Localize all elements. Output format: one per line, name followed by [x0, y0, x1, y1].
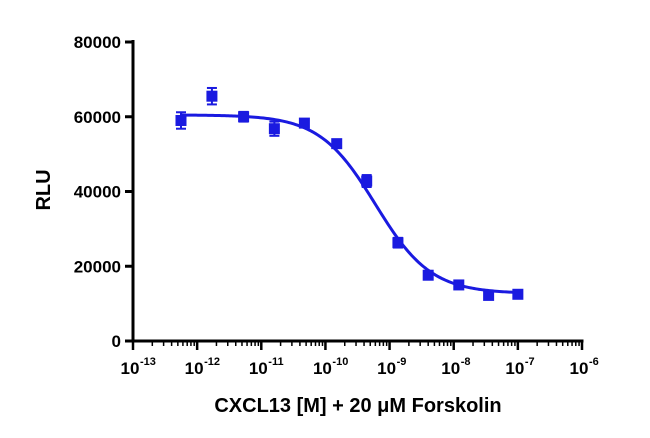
data-point [453, 279, 465, 291]
plot-area [175, 86, 524, 301]
data-point [268, 123, 280, 135]
y-tick-label: 20000 [74, 257, 121, 276]
data-point [238, 111, 250, 123]
data-point [422, 269, 434, 281]
y-tick-label: 40000 [74, 183, 121, 202]
data-point [298, 117, 310, 129]
x-tick-label: 10 [570, 359, 589, 378]
data-point [361, 175, 373, 187]
x-tick-label: 10 [441, 359, 460, 378]
x-tick-label: 10 [121, 359, 140, 378]
x-tick-exponent: -7 [525, 356, 535, 368]
data-point [392, 237, 404, 249]
x-tick-exponent: -6 [589, 356, 599, 368]
x-tick-exponent: -12 [204, 356, 220, 368]
data-point [331, 138, 343, 150]
y-axis-title: RLU [33, 169, 55, 210]
x-tick-exponent: -10 [332, 356, 348, 368]
x-tick-label: 10 [505, 359, 524, 378]
x-tick-exponent: -8 [461, 356, 471, 368]
x-tick-label: 10 [185, 359, 204, 378]
x-tick-label: 10 [377, 359, 396, 378]
x-tick-exponent: -9 [397, 356, 407, 368]
x-tick-exponent: -13 [140, 356, 156, 368]
y-tick-label: 0 [112, 332, 121, 351]
x-tick-label: 10 [313, 359, 332, 378]
data-point [206, 90, 218, 102]
x-tick-exponent: -11 [268, 356, 283, 368]
data-point [483, 289, 495, 301]
data-point [175, 114, 187, 126]
x-tick-label: 10 [249, 359, 268, 378]
y-tick-label: 80000 [74, 33, 121, 52]
x-axis-title: CXCL13 [M] + 20 μM Forskolin [214, 395, 501, 417]
y-axis: 0 20000 40000 60000 80000 [74, 33, 135, 351]
x-axis: 10 -13 10 -12 10 -11 10 -10 10 -9 10 -8 10 -7 10 -6 [121, 339, 599, 378]
y-tick-label: 60000 [74, 108, 121, 127]
fit-curve [180, 113, 518, 294]
data-point [512, 288, 524, 300]
